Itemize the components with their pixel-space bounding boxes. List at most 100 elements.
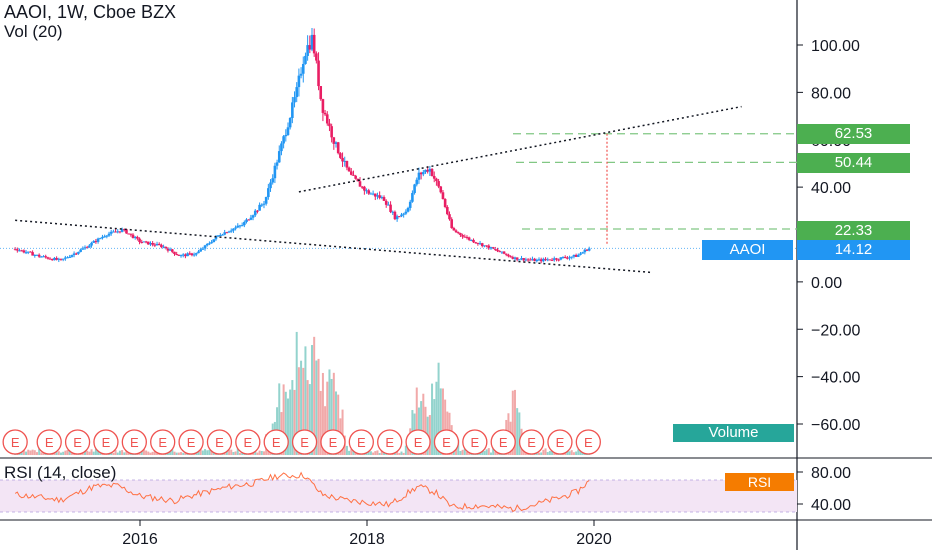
- symbol-tag: AAOI: [702, 240, 793, 260]
- candle-body: [288, 117, 292, 128]
- volume-bar: [468, 452, 471, 455]
- volume-bar: [33, 450, 36, 455]
- volume-bar: [317, 358, 320, 455]
- candle-body: [581, 252, 584, 254]
- earnings-marker[interactable]: E: [433, 429, 460, 455]
- candle-body: [286, 127, 290, 136]
- candle-body: [485, 245, 488, 247]
- candle-body: [539, 259, 543, 262]
- rsi-study-label[interactable]: RSI (14, close): [4, 463, 117, 482]
- candle-body: [98, 238, 102, 240]
- candle-body: [192, 254, 196, 256]
- earnings-marker[interactable]: E: [36, 429, 62, 455]
- candle-body: [432, 175, 436, 179]
- candle-body: [251, 215, 255, 218]
- candle-body: [428, 168, 432, 172]
- earnings-marker[interactable]: E: [150, 429, 176, 455]
- candle-body: [66, 257, 69, 259]
- candle-body: [566, 257, 569, 259]
- earnings-marker[interactable]: E: [547, 429, 573, 455]
- earnings-marker-label: E: [584, 435, 593, 450]
- volume-bar: [118, 450, 121, 455]
- earnings-marker[interactable]: E: [121, 429, 147, 455]
- candle-body: [347, 167, 351, 172]
- volume-bar: [575, 451, 578, 455]
- earnings-marker-circle: [462, 429, 488, 455]
- volume-bar: [540, 452, 543, 455]
- volume-bar: [201, 450, 204, 455]
- earnings-marker[interactable]: E: [291, 429, 318, 455]
- volume-bar: [177, 452, 180, 455]
- volume-bar: [372, 452, 375, 455]
- earnings-marker[interactable]: E: [462, 429, 488, 455]
- earnings-marker-label: E: [187, 435, 196, 450]
- earnings-marker[interactable]: E: [518, 429, 545, 455]
- earnings-marker[interactable]: E: [93, 429, 119, 455]
- candle-body: [435, 178, 438, 182]
- volume-bar: [489, 452, 492, 455]
- candle-body: [275, 162, 279, 166]
- candle-body: [570, 256, 574, 258]
- volume-bar: [428, 415, 431, 455]
- candle-body: [236, 225, 240, 228]
- candle-body: [330, 126, 333, 138]
- candle-body: [352, 174, 355, 176]
- earnings-marker[interactable]: E: [405, 429, 431, 455]
- volume-bar: [210, 450, 213, 455]
- volume-bar: [335, 391, 338, 455]
- candle-body: [535, 259, 539, 262]
- volume-bar: [35, 452, 38, 455]
- volume-bar: [230, 449, 233, 455]
- candle-body: [116, 231, 120, 233]
- earnings-marker-circle: [291, 429, 318, 455]
- volume-bar: [116, 452, 119, 455]
- earnings-marker[interactable]: E: [64, 429, 91, 455]
- candle-body: [201, 248, 205, 250]
- volume-bar: [114, 450, 117, 455]
- volume-study-label[interactable]: Vol (20): [4, 22, 63, 41]
- earnings-marker[interactable]: E: [490, 429, 516, 455]
- volume-bar: [548, 450, 551, 455]
- volume-bar: [59, 452, 62, 455]
- earnings-marker[interactable]: E: [575, 429, 601, 455]
- earnings-marker[interactable]: E: [320, 429, 346, 455]
- volume-bar: [138, 452, 141, 455]
- volume-bar: [295, 331, 298, 455]
- earnings-marker-circle: [36, 429, 62, 455]
- earnings-marker-label: E: [499, 435, 508, 450]
- candle-body: [101, 236, 104, 239]
- volume-bar: [173, 451, 176, 455]
- earnings-marker[interactable]: E: [235, 429, 261, 455]
- earnings-marker-label: E: [556, 435, 565, 450]
- candle-body: [88, 245, 91, 248]
- earnings-marker[interactable]: E: [206, 429, 233, 455]
- earnings-marker-circle: [2, 429, 28, 455]
- earnings-marker-label: E: [527, 435, 536, 450]
- earnings-marker[interactable]: E: [263, 429, 289, 455]
- earnings-marker[interactable]: E: [348, 429, 374, 455]
- earnings-marker-label: E: [11, 435, 20, 450]
- candle-body: [138, 238, 141, 243]
- volume-bar: [282, 384, 285, 455]
- volume-bar: [66, 449, 69, 455]
- volume-bar: [457, 439, 460, 455]
- candle-body: [203, 245, 207, 249]
- candle-body: [264, 197, 268, 204]
- volume-bar: [20, 452, 23, 455]
- volume-bar: [153, 449, 156, 455]
- candle-body: [221, 234, 224, 236]
- earnings-marker[interactable]: E: [178, 429, 204, 455]
- volume-bar: [546, 452, 549, 455]
- candle-body: [470, 239, 473, 241]
- earnings-marker[interactable]: E: [377, 429, 403, 455]
- volume-bar: [465, 451, 468, 455]
- earnings-marker[interactable]: E: [2, 429, 28, 455]
- candle-body: [459, 233, 462, 235]
- volume-bar: [40, 452, 43, 455]
- candle-body: [552, 258, 556, 260]
- volume-bar: [57, 451, 60, 455]
- candle-body: [476, 242, 480, 244]
- volume-bar: [169, 451, 172, 455]
